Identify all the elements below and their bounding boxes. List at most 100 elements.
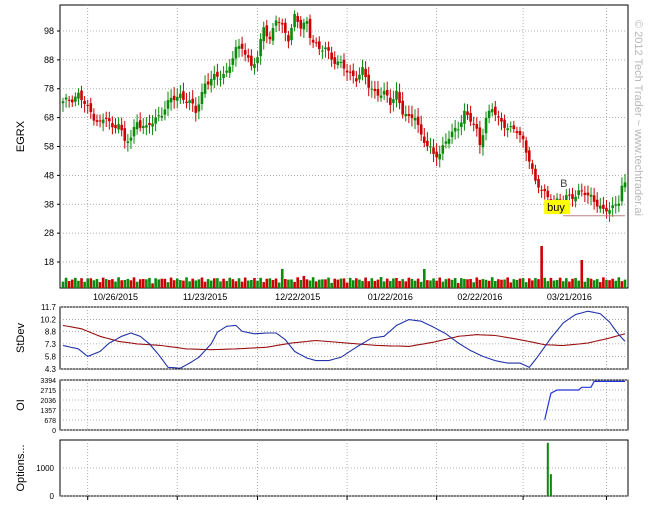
volume-bar	[453, 278, 457, 288]
candle-body	[80, 90, 83, 101]
candle-body	[623, 182, 627, 188]
candle-body	[342, 59, 346, 69]
candle-body	[416, 116, 420, 125]
candle-body	[101, 119, 105, 124]
volume-bar	[552, 280, 556, 288]
volume-bar	[243, 277, 247, 288]
volume-bar	[197, 279, 201, 288]
volume-bar	[543, 277, 547, 288]
candle-body	[151, 123, 154, 127]
candle-body	[129, 137, 133, 141]
volume-bar	[534, 278, 537, 288]
volume-bar	[444, 279, 448, 288]
volume-bar	[460, 278, 463, 288]
candle-body	[398, 92, 401, 104]
volume-bar	[478, 279, 482, 288]
candle-body	[589, 194, 593, 197]
volume-bar	[385, 278, 389, 288]
volume-bar	[80, 278, 83, 288]
stdev-tick-label: 8.8	[45, 327, 57, 336]
volume-bar	[287, 279, 290, 288]
candle-body	[308, 18, 312, 38]
volume-bar	[213, 278, 216, 288]
volume-bar	[376, 279, 380, 288]
candle-body	[537, 179, 540, 188]
volume-bar	[429, 280, 432, 288]
candle-body	[126, 141, 130, 144]
candle-body	[327, 47, 330, 51]
price-tick-label: 38	[44, 199, 54, 209]
volume-bar	[475, 277, 479, 288]
volume-bar	[614, 280, 618, 288]
price-panel	[59, 4, 629, 289]
candle-body	[466, 111, 469, 116]
candle-body	[469, 112, 472, 122]
volume-bar	[157, 279, 161, 288]
volume-bar	[441, 281, 445, 288]
candle-body	[92, 113, 96, 121]
volume-bar	[185, 277, 188, 288]
volume-bar	[240, 281, 244, 288]
candle-body	[213, 73, 216, 80]
candle-body	[617, 203, 621, 206]
watermark-text: © 2012 Tech Trader ~ www.techtrader.ai	[632, 20, 644, 216]
candle-body	[305, 21, 309, 24]
candle-body	[234, 47, 238, 59]
volume-bar	[274, 278, 278, 288]
candle-body	[200, 91, 204, 105]
candle-body	[163, 109, 167, 115]
candle-body	[521, 135, 525, 140]
volume-bar	[447, 278, 451, 288]
candle-body	[395, 90, 398, 100]
volume-bar	[521, 278, 525, 288]
stdev-tick-label: 11.7	[41, 303, 57, 312]
volume-bar	[608, 280, 611, 288]
price-tick-label: 28	[44, 228, 54, 238]
volume-bar	[302, 276, 306, 288]
candle-body	[540, 189, 543, 191]
volume-bar	[324, 279, 327, 288]
volume-bar	[617, 277, 621, 288]
volume-bar	[432, 278, 435, 288]
candle-body	[503, 119, 506, 128]
candle-body	[577, 190, 580, 195]
volume-bar	[111, 279, 114, 288]
volume-bar	[135, 281, 139, 288]
volume-bar	[500, 279, 503, 288]
volume-bar	[308, 280, 312, 288]
volume-bar	[410, 278, 414, 288]
candle-body	[404, 114, 408, 117]
candle-body	[351, 70, 355, 76]
candle-body	[487, 110, 491, 119]
candle-body	[262, 27, 266, 42]
candle-body	[240, 43, 244, 49]
volume-bar	[200, 277, 204, 288]
candle-body	[512, 125, 516, 130]
candle-body	[67, 99, 71, 101]
candle-body	[453, 127, 457, 132]
volume-bar	[117, 277, 120, 288]
candle-body	[225, 70, 228, 73]
candle-body	[441, 145, 445, 154]
price-tick-label: 68	[44, 113, 54, 123]
candle-body	[123, 128, 127, 141]
volume-bar	[611, 278, 614, 288]
volume-bar	[333, 278, 337, 288]
volume-bar	[537, 279, 540, 288]
volume-bar	[141, 278, 145, 288]
candle-body	[77, 92, 80, 99]
volume-bar	[509, 282, 513, 288]
volume-bar	[98, 282, 102, 288]
volume-bar	[438, 277, 442, 288]
candle-body	[410, 114, 414, 119]
volume-bar	[77, 280, 80, 288]
buy-label-background	[544, 200, 571, 215]
candle-body	[444, 141, 448, 144]
candle-body	[568, 194, 571, 196]
volume-bar	[246, 280, 250, 288]
candle-body	[475, 124, 479, 129]
volume-bar	[623, 279, 627, 288]
candle-body	[314, 42, 318, 44]
candle-body	[108, 118, 111, 122]
